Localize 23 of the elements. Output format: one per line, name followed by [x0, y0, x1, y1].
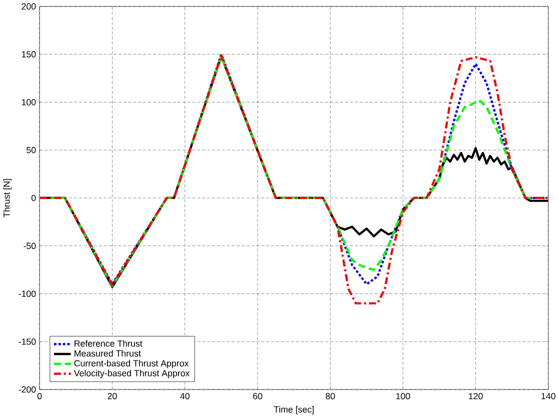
y-tick-label: 150: [22, 51, 36, 58]
y-tick-label: -50: [24, 242, 36, 250]
y-tick-label: 50: [26, 147, 36, 154]
y-tick-label: -100: [18, 290, 36, 298]
x-tick-label: 100: [396, 393, 410, 400]
y-tick-label: 0: [31, 195, 36, 202]
y-axis-title: Thrust [N]: [3, 179, 12, 218]
x-tick-label: 20: [108, 393, 117, 400]
y-tick-label: -200: [18, 386, 36, 393]
x-tick-label: 140: [542, 393, 556, 400]
x-tick-label: 60: [253, 393, 262, 400]
legend-label: Velocity-based Thrust Approx: [74, 370, 190, 378]
x-tick-label: 120: [468, 393, 483, 400]
x-tick-label: 40: [180, 393, 190, 400]
legend-label: Reference Thrust: [74, 340, 142, 347]
legend-label: Measured Thrust: [74, 350, 141, 357]
x-tick-label: 0: [37, 393, 42, 400]
x-axis-title: Time [sec]: [274, 406, 314, 415]
legend-label: Current-based Thrust Approx: [74, 360, 189, 368]
y-tick-label: 100: [22, 99, 36, 106]
x-tick-label: 80: [326, 393, 335, 400]
y-tick-label: -150: [18, 338, 36, 345]
y-tick-label: 200: [22, 3, 36, 10]
